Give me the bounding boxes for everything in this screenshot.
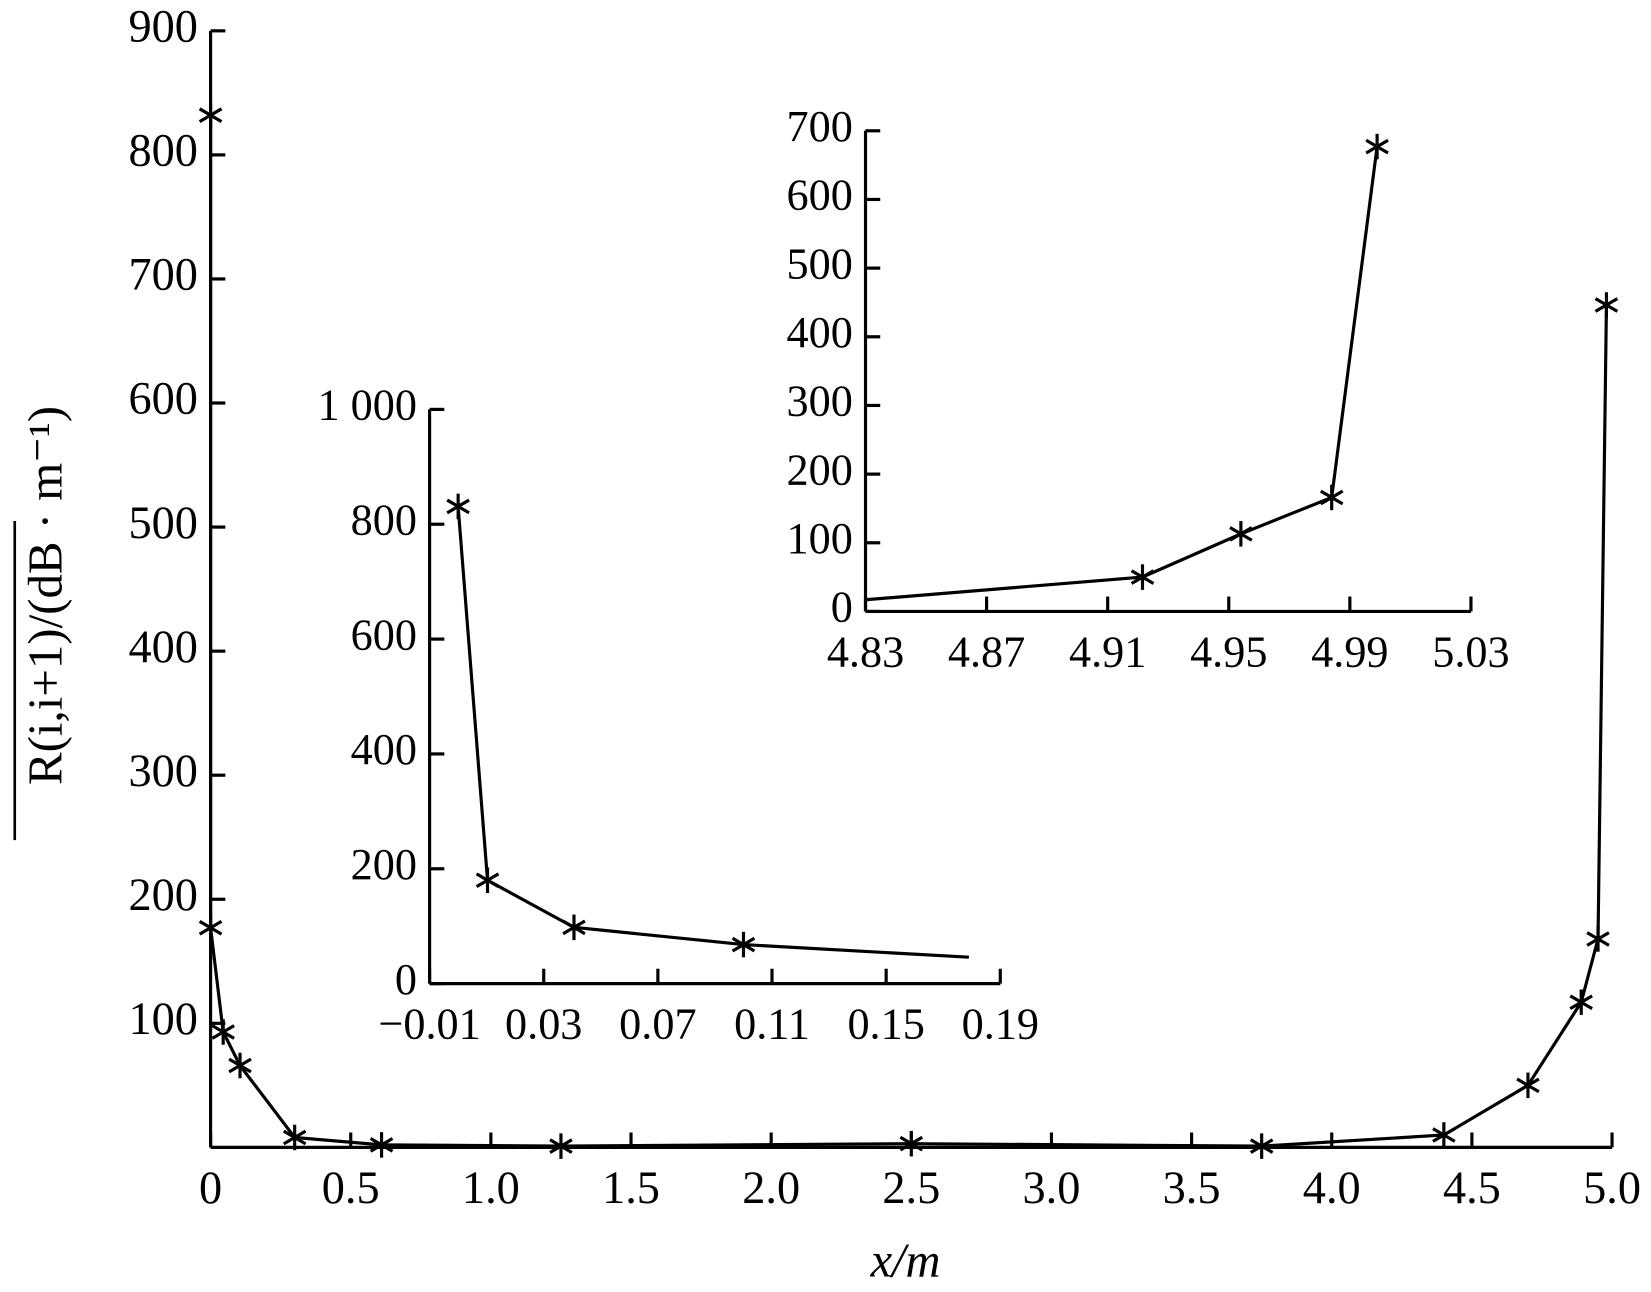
asterisk-marker <box>198 915 223 941</box>
asterisk-marker <box>1365 133 1389 160</box>
marker-stroke <box>211 1024 235 1040</box>
asterisk-marker <box>228 1052 252 1079</box>
x-tick-label: 0.03 <box>505 998 582 1048</box>
asterisk-marker <box>282 1124 307 1151</box>
y-tick-label: 500 <box>787 238 853 288</box>
y-tick-label: 200 <box>351 839 417 889</box>
asterisk-marker <box>562 914 586 941</box>
asterisk-marker <box>1319 484 1344 511</box>
y-tick-label: 700 <box>128 250 197 301</box>
marker-stroke <box>1594 297 1619 313</box>
x-tick-label: −0.01 <box>378 998 480 1048</box>
x-tick-label: 1.0 <box>462 1163 520 1214</box>
x-tick-label: 5.0 <box>1583 1163 1641 1214</box>
y-tick-label: 1 000 <box>317 379 416 429</box>
x-tick-label: 2.5 <box>882 1163 940 1214</box>
x-tick-label: 5.03 <box>1432 626 1509 676</box>
x-axis-label: x/m <box>870 1233 941 1287</box>
y-tick-label: 0 <box>831 581 853 631</box>
y-tick-label: 500 <box>128 498 197 549</box>
data-line <box>865 146 1379 602</box>
asterisk-marker <box>369 1132 394 1158</box>
asterisk-marker <box>1249 1133 1274 1159</box>
y-tick-label: 200 <box>787 444 853 494</box>
asterisk-marker <box>1586 926 1610 952</box>
y-tick-label: 400 <box>128 622 197 673</box>
x-tick-label: 0.11 <box>734 998 810 1048</box>
data-line <box>209 115 1609 1148</box>
y-tick-label: 600 <box>787 170 853 220</box>
marker-stroke <box>1319 489 1344 506</box>
x-tick-label: 4.5 <box>1443 1163 1501 1214</box>
asterisk-marker <box>549 1133 573 1159</box>
marker-stroke <box>369 1137 394 1153</box>
asterisk-marker <box>446 493 470 520</box>
marker-stroke <box>1130 569 1155 585</box>
asterisk-marker <box>1594 292 1619 318</box>
y-tick-label: 400 <box>787 307 853 357</box>
marker-stroke <box>899 1135 924 1152</box>
asterisk-marker <box>1432 1122 1456 1148</box>
x-tick-label: 0.19 <box>962 998 1039 1048</box>
y-tick-label: 300 <box>128 746 197 797</box>
marker-stroke <box>475 872 500 889</box>
x-tick-label: 4.0 <box>1303 1163 1361 1214</box>
y-tick-label: 100 <box>128 994 197 1045</box>
x-tick-label: 4.91 <box>1069 626 1146 676</box>
y-tick-label: 800 <box>128 125 197 176</box>
marker-stroke <box>562 919 586 936</box>
marker-stroke <box>446 498 470 515</box>
marker-stroke <box>1432 1127 1456 1143</box>
x-tick-label: 0.15 <box>847 998 924 1048</box>
asterisk-marker <box>1229 521 1253 547</box>
y-tick-label: 200 <box>128 870 197 921</box>
x-tick-label: 0.5 <box>322 1163 380 1214</box>
x-tick-label: 3.5 <box>1163 1163 1221 1214</box>
asterisk-marker <box>211 1019 235 1045</box>
y-tick-label: 0 <box>395 954 417 1004</box>
asterisk-marker <box>1130 564 1155 590</box>
asterisk-marker <box>198 102 223 128</box>
y-tick-label: 400 <box>351 724 417 774</box>
y-tick-label: 600 <box>128 374 197 425</box>
y-tick-label: 800 <box>351 494 417 544</box>
marker-stroke <box>1586 931 1610 947</box>
x-tick-label: 4.99 <box>1311 626 1388 676</box>
x-tick-label: 4.87 <box>948 626 1025 676</box>
asterisk-marker <box>899 1130 924 1157</box>
asterisk-marker <box>475 867 500 894</box>
x-tick-label: 1.5 <box>602 1163 660 1214</box>
x-tick-label: 0 <box>199 1163 222 1214</box>
data-line <box>456 506 969 959</box>
asterisk-marker <box>731 931 756 958</box>
marker-stroke <box>1516 1077 1540 1094</box>
asterisk-marker <box>1516 1072 1540 1099</box>
marker-stroke <box>1365 138 1389 155</box>
marker-stroke <box>731 936 756 953</box>
marker-stroke <box>198 920 223 936</box>
x-tick-label: 4.83 <box>827 626 904 676</box>
marker-stroke <box>228 1057 252 1074</box>
asterisk-marker <box>1569 989 1593 1015</box>
marker-stroke <box>282 1129 307 1146</box>
y-tick-label: 900 <box>128 1 197 52</box>
x-tick-label: 4.95 <box>1190 626 1267 676</box>
marker-stroke <box>1249 1138 1274 1154</box>
y-axis-label: R(i,i+1)/(dB · m⁻¹) <box>19 406 73 785</box>
x-tick-label: 2.0 <box>742 1163 800 1214</box>
marker-stroke <box>549 1138 573 1154</box>
y-tick-label: 300 <box>787 376 853 426</box>
x-tick-label: 0.07 <box>619 998 696 1048</box>
marker-stroke <box>198 107 223 123</box>
marker-stroke <box>1569 994 1593 1010</box>
y-tick-label: 600 <box>351 609 417 659</box>
y-tick-label: 700 <box>787 101 853 151</box>
marker-stroke <box>1229 526 1253 542</box>
x-tick-label: 3.0 <box>1023 1163 1081 1214</box>
y-tick-label: 100 <box>787 513 853 563</box>
